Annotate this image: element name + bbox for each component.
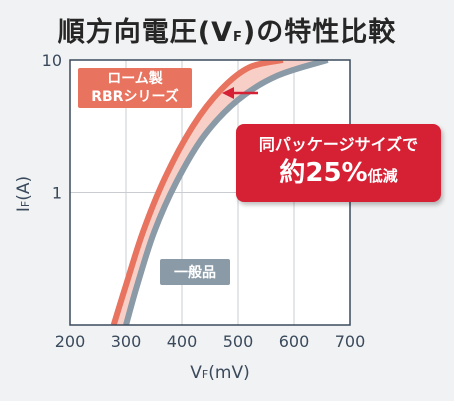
rohm-label-line2: RBRシリーズ: [91, 89, 179, 105]
general-series-line: [123, 60, 329, 325]
general-series-label: 一般品: [160, 259, 230, 285]
chart-title: 順方向電圧(VF)の特性比較: [57, 17, 397, 48]
callout-line1: 同パッケージサイズで: [258, 134, 419, 154]
callout-small: 低減: [367, 166, 398, 185]
x-tick-label: 500: [223, 332, 254, 351]
reduction-callout: 同パッケージサイズで 約25%低減: [236, 124, 441, 202]
x-tick-label: 400: [167, 332, 198, 351]
y-tick-label: 10: [42, 51, 62, 70]
reduction-arrow: [222, 87, 258, 99]
callout-big: 約25%: [279, 157, 368, 188]
rohm-series-line: [110, 60, 284, 325]
x-tick-label: 600: [279, 332, 310, 351]
rohm-series-label: ローム製 RBRシリーズ: [78, 68, 192, 108]
x-tick-label: 300: [111, 332, 142, 351]
x-axis-title: VF(mV): [190, 363, 250, 383]
rohm-label-line1: ローム製: [107, 71, 163, 87]
x-tick-labels: 200 300 400 500 600 700: [55, 332, 366, 351]
y-tick-label: 1: [52, 184, 62, 203]
x-tick-label: 700: [335, 332, 366, 351]
y-axis-title: IF(A): [14, 175, 34, 213]
y-tick-labels: 1 10: [42, 51, 62, 203]
x-tick-label: 200: [55, 332, 86, 351]
callout-line2: 約25%低減: [279, 156, 397, 193]
